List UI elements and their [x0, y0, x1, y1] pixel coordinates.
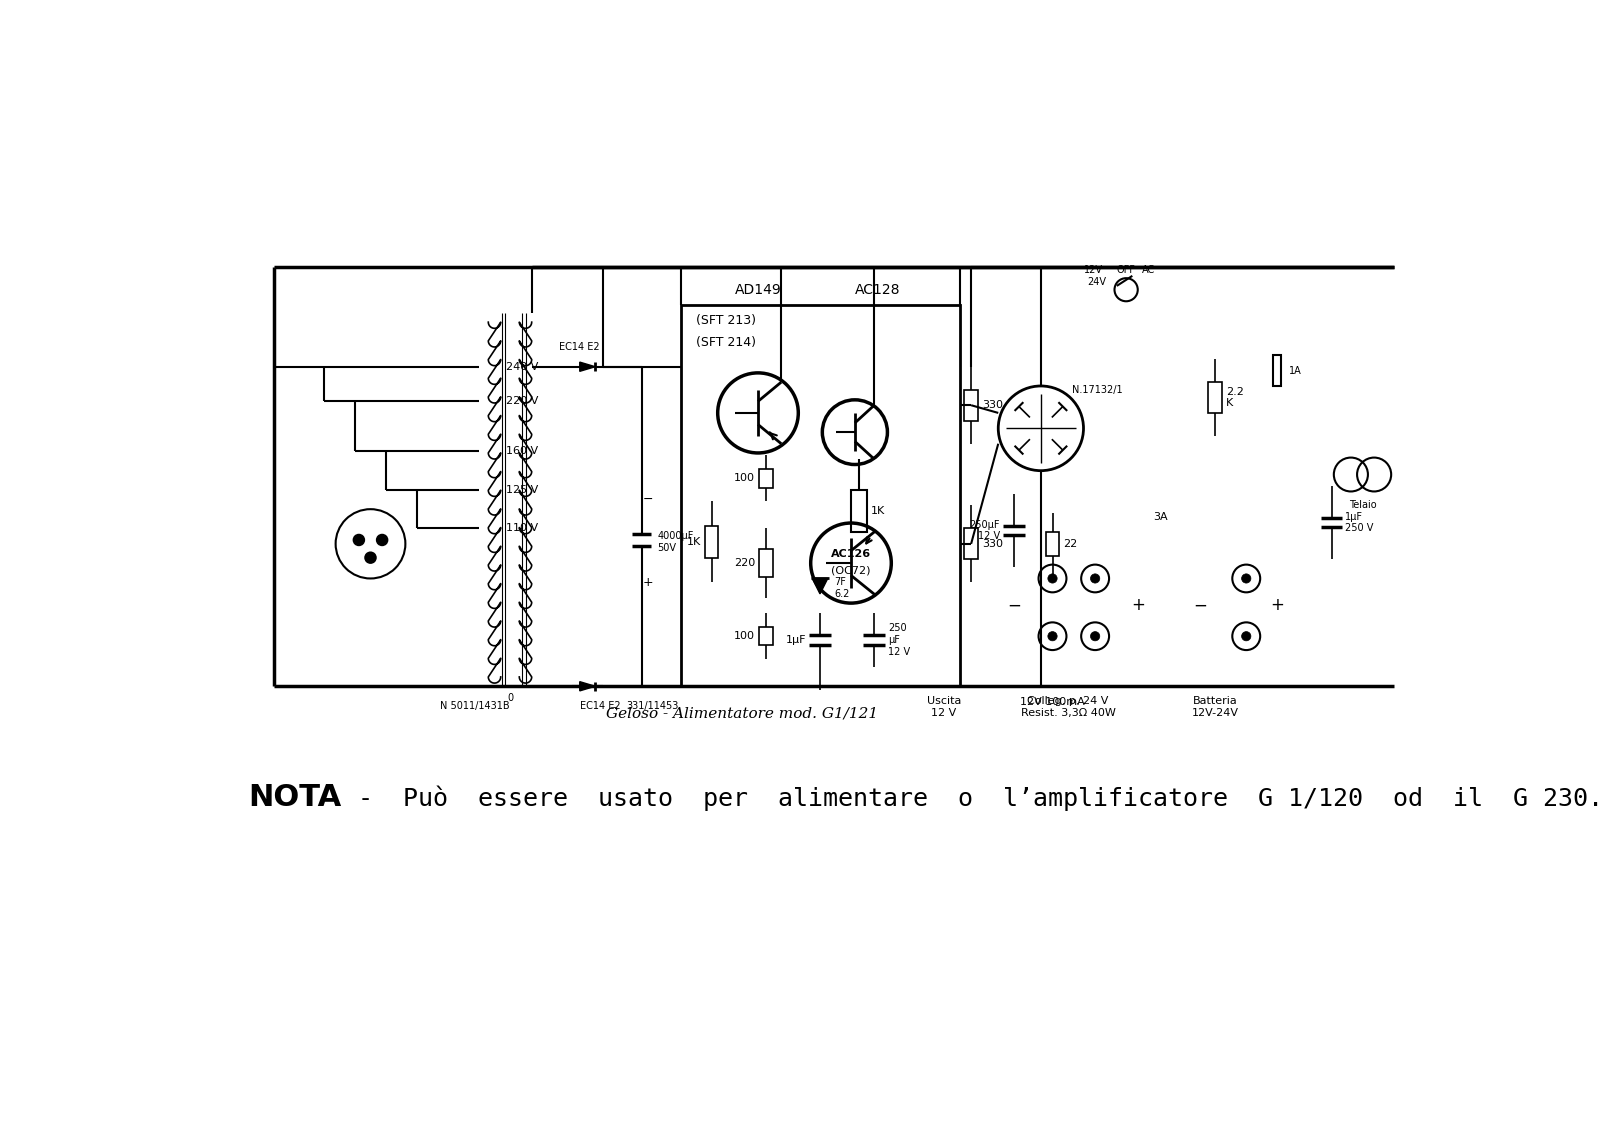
Polygon shape	[813, 578, 827, 594]
Circle shape	[376, 535, 387, 545]
Text: (SFT 214): (SFT 214)	[696, 336, 757, 348]
Text: Geloso - Alimentatore mod. G1/121: Geloso - Alimentatore mod. G1/121	[606, 706, 878, 720]
Polygon shape	[579, 682, 595, 691]
Text: 125 V: 125 V	[506, 485, 538, 495]
Text: −: −	[1194, 596, 1206, 614]
Circle shape	[1048, 573, 1058, 584]
Text: 6.2: 6.2	[834, 589, 850, 599]
Text: EC14 E2: EC14 E2	[579, 700, 621, 710]
Text: N.17132/1: N.17132/1	[1072, 385, 1123, 395]
Text: 1μF
250 V: 1μF 250 V	[1346, 512, 1374, 534]
Circle shape	[1048, 631, 1058, 641]
Circle shape	[1091, 573, 1099, 584]
Text: 12V 100mA: 12V 100mA	[1021, 697, 1085, 707]
Text: 110 V: 110 V	[506, 524, 538, 534]
Circle shape	[1242, 631, 1251, 641]
Text: 100: 100	[734, 474, 755, 483]
Text: 160 V: 160 V	[506, 447, 538, 457]
Text: Colleg. p. 24 V
Resist. 3,3Ω 40W: Colleg. p. 24 V Resist. 3,3Ω 40W	[1021, 697, 1115, 718]
Text: 1A: 1A	[1290, 365, 1302, 375]
Bar	[704, 526, 718, 558]
Circle shape	[1242, 573, 1251, 584]
Text: 1K: 1K	[870, 506, 885, 516]
Text: 220: 220	[734, 558, 755, 568]
Text: (SFT 213): (SFT 213)	[696, 314, 757, 327]
Bar	[758, 550, 773, 577]
Text: N 5011/1431B: N 5011/1431B	[440, 700, 510, 710]
Bar	[965, 528, 978, 559]
Bar	[1045, 532, 1059, 556]
Text: 1K: 1K	[686, 537, 701, 547]
Text: 250μF
12 V: 250μF 12 V	[970, 519, 1000, 541]
Text: 240 V: 240 V	[506, 362, 539, 372]
Bar	[965, 390, 978, 421]
Text: 100: 100	[734, 631, 755, 641]
Text: +: +	[1270, 596, 1285, 614]
Text: AD149: AD149	[734, 283, 781, 296]
Text: 22: 22	[1064, 538, 1078, 549]
Text: −: −	[1006, 596, 1021, 614]
Text: 330: 330	[982, 538, 1003, 549]
Text: 0: 0	[507, 693, 514, 702]
Polygon shape	[579, 362, 595, 371]
Text: +: +	[1131, 596, 1144, 614]
Bar	[1274, 355, 1282, 386]
Bar	[758, 627, 773, 646]
Text: 2.2
K: 2.2 K	[1226, 387, 1243, 408]
Text: Telaio: Telaio	[1349, 500, 1376, 510]
Text: (OC72): (OC72)	[832, 566, 870, 576]
Text: EC14 E2: EC14 E2	[560, 343, 600, 353]
Bar	[1208, 382, 1222, 413]
Bar	[758, 469, 773, 487]
Text: Batteria
12V-24V: Batteria 12V-24V	[1192, 697, 1238, 718]
Text: 12V: 12V	[1083, 266, 1102, 276]
Bar	[851, 490, 867, 533]
Circle shape	[1091, 631, 1099, 641]
Text: 330: 330	[982, 400, 1003, 411]
Text: 24V: 24V	[1088, 277, 1107, 287]
Text: 4000μF: 4000μF	[658, 532, 694, 541]
Text: 50V: 50V	[658, 543, 677, 553]
Text: AC126: AC126	[830, 549, 870, 559]
Text: 220 V: 220 V	[506, 396, 539, 406]
Text: +: +	[643, 576, 653, 589]
Text: OFF: OFF	[1117, 266, 1136, 276]
Text: 7F: 7F	[834, 577, 846, 587]
Text: 3A: 3A	[1154, 512, 1168, 521]
Text: 331/11453: 331/11453	[626, 700, 678, 710]
Bar	[680, 305, 960, 687]
Text: -  Può  essere  usato  per  alimentare  o  l’amplificatore  G 1/120  od  il  G 2: - Può essere usato per alimentare o l’am…	[344, 785, 1600, 811]
Circle shape	[365, 552, 376, 563]
Circle shape	[354, 535, 365, 545]
Text: −: −	[643, 493, 653, 506]
Text: AC128: AC128	[856, 283, 901, 296]
Text: NOTA: NOTA	[248, 784, 341, 812]
Text: Uscita
12 V: Uscita 12 V	[926, 697, 962, 718]
Text: AC: AC	[1142, 266, 1155, 276]
Text: 1μF: 1μF	[786, 636, 806, 645]
Text: 250
μF
12 V: 250 μF 12 V	[888, 623, 910, 657]
